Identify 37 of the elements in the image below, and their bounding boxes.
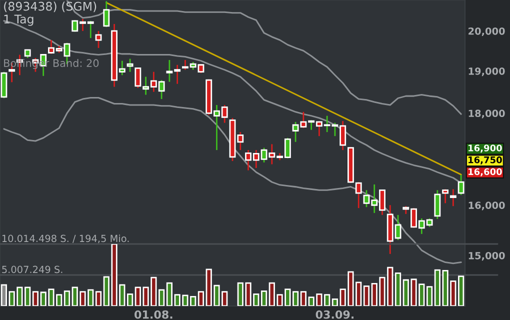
text: 16,600	[468, 168, 502, 176]
bar	[126, 294, 134, 306]
bar	[158, 289, 165, 306]
y-tick-label: 18,000	[468, 110, 505, 118]
ref-line-label: 5.007.249 S.	[2, 266, 62, 274]
bar	[166, 282, 173, 306]
bar	[32, 291, 39, 306]
y-tick-label: 15,000	[468, 252, 505, 261]
bar	[363, 285, 370, 306]
bar	[292, 291, 299, 306]
x-tick-label: 03.09.	[316, 310, 354, 319]
x-tick-label: 01.08.	[134, 310, 172, 319]
bar	[300, 291, 306, 306]
y-tick-label: 16,000	[468, 202, 505, 210]
text: 16,750	[468, 156, 502, 164]
candlestick	[442, 188, 449, 204]
text: 16,900	[468, 144, 502, 153]
bar	[0, 284, 7, 306]
candlestick	[103, 0, 110, 28]
bar	[458, 276, 464, 306]
ref-line-label: 10.014.498 S. / 194,5 Mio.	[2, 234, 129, 244]
bar	[198, 291, 204, 306]
y-tick-label: 19,000	[468, 67, 505, 76]
candlestick	[0, 71, 8, 99]
candlestick	[450, 188, 456, 207]
y-tick-label: 20,000	[468, 27, 505, 36]
bar	[426, 286, 433, 306]
candlestick	[95, 30, 102, 49]
bar	[260, 290, 268, 306]
bar	[394, 272, 402, 306]
bar	[95, 291, 102, 306]
line-series	[3, 96, 462, 264]
candlestick	[458, 174, 464, 196]
candlestick	[434, 189, 441, 220]
bar	[64, 290, 70, 306]
candlestick	[126, 58, 134, 73]
bar	[332, 298, 338, 306]
